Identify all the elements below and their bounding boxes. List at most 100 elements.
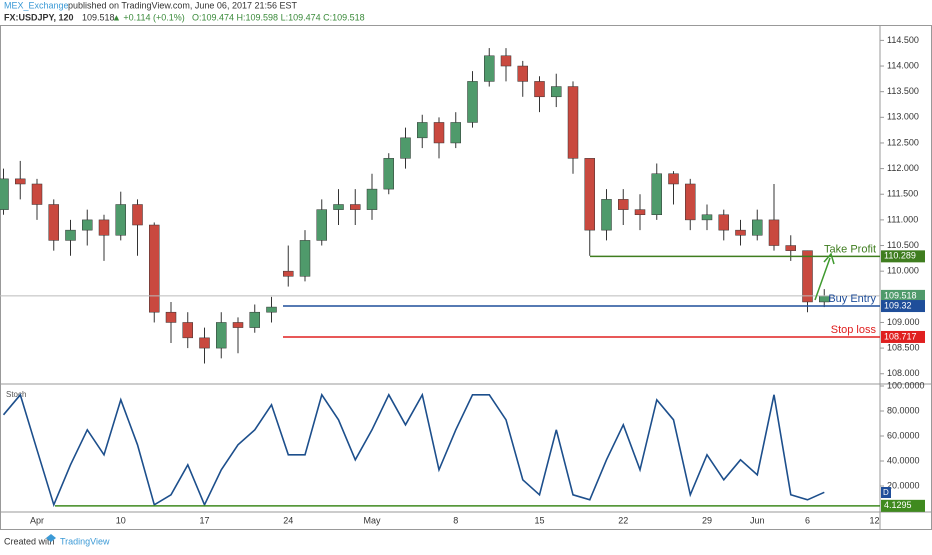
marker: D <box>883 488 889 497</box>
published: published on TradingView.com, June 06, 2… <box>68 0 297 10</box>
x-tick-label: May <box>363 515 381 525</box>
price-label: 109.32 <box>884 300 912 310</box>
price-label: 4.1295 <box>884 500 912 510</box>
candle-body <box>718 214 729 231</box>
y-tick-label: 112.000 <box>887 163 919 173</box>
candle-body <box>634 209 646 216</box>
y-tick-label: 60.0000 <box>887 430 920 440</box>
y-tick-label: 20.0000 <box>887 480 920 490</box>
candle-body <box>249 311 260 328</box>
y-tick-label: 113.000 <box>887 112 919 122</box>
candle-body <box>668 173 679 185</box>
candle-body <box>534 81 545 98</box>
candle-body <box>417 122 428 139</box>
footer-brand[interactable]: TradingView <box>60 536 110 546</box>
candle-body <box>400 137 411 159</box>
candle-body <box>115 204 126 236</box>
y-tick-label: 111.000 <box>887 214 918 224</box>
candle-body <box>366 188 378 210</box>
price-label-box <box>881 499 925 512</box>
logo <box>46 534 56 542</box>
arrow <box>814 257 831 301</box>
candle-body <box>333 204 344 210</box>
y-tick-label: 109.000 <box>887 317 920 327</box>
pane-title: Stoch <box>6 390 26 399</box>
y-tick-label: 112.500 <box>887 137 919 147</box>
x-tick-label: 12 <box>869 515 879 525</box>
x-tick-label: 24 <box>283 515 293 525</box>
candle-body <box>567 86 579 159</box>
candle-body <box>182 322 193 339</box>
candle-body <box>551 86 562 98</box>
x-tick-label: 22 <box>618 515 628 525</box>
x-tick-label: 8 <box>453 515 458 525</box>
candle-body <box>735 229 746 236</box>
candle-body <box>433 122 445 144</box>
candle-body <box>266 306 277 313</box>
price-label: 109.518 <box>884 290 917 300</box>
header-ohlc: O:109.474 H:109.598 L:109.474 C:109.518 <box>192 12 365 22</box>
price-label-box <box>881 250 925 263</box>
header-change: ▲ +0.114 (+0.1%) <box>112 12 185 22</box>
candle-body <box>618 199 629 210</box>
header-price: 109.518 <box>82 12 115 22</box>
candle-body <box>601 199 612 231</box>
level-name: Buy Entry <box>828 293 876 305</box>
x-tick-label: 29 <box>702 515 712 525</box>
y-tick-label: 40.0000 <box>887 455 920 465</box>
candle-body <box>0 178 9 210</box>
candle-body <box>216 322 227 349</box>
candle-body <box>500 55 512 67</box>
candle-body <box>350 204 361 210</box>
candle-body <box>98 219 110 236</box>
y-tick-label: 114.000 <box>887 60 919 70</box>
symbol: FX:USDJPY, 120 <box>4 12 74 22</box>
candle-body <box>165 311 177 323</box>
candle-body <box>132 204 143 226</box>
x-tick-label: Apr <box>30 515 44 525</box>
candle-body <box>651 173 662 216</box>
y-tick-label: 110.500 <box>887 240 919 250</box>
candle-body <box>467 81 478 123</box>
publisher[interactable]: MEX_Exchange <box>4 0 69 10</box>
candle-body <box>299 240 311 277</box>
price-label-box <box>881 289 925 302</box>
candle-body <box>768 219 780 246</box>
candle-body <box>48 204 59 241</box>
level-name: Stop loss <box>831 324 877 336</box>
level-name: Take Profit <box>824 243 876 255</box>
y-tick-label: 108.000 <box>887 368 920 378</box>
candle-body <box>802 250 813 303</box>
candle-body <box>65 229 76 241</box>
candle-body <box>752 219 763 236</box>
x-tick-label: 15 <box>534 515 544 525</box>
candle-body <box>31 183 43 205</box>
stoch-line <box>2 392 825 508</box>
x-tick-label: 17 <box>199 515 209 525</box>
candle-body <box>450 122 461 144</box>
footer-created: Created with <box>4 536 55 546</box>
arrow-head <box>823 252 835 265</box>
candle-body <box>383 158 394 190</box>
candle-body <box>199 337 210 349</box>
candle-body <box>232 322 244 328</box>
candle-body <box>517 65 528 82</box>
x-tick-label: 6 <box>805 515 810 525</box>
candle-body <box>283 270 294 277</box>
candle-body <box>785 245 796 251</box>
candle-body <box>149 224 160 313</box>
price-label: 110.289 <box>884 251 916 261</box>
candle-body <box>701 214 713 221</box>
y-tick-label: 108.500 <box>887 342 920 352</box>
candle-body <box>316 209 327 241</box>
y-tick-label: 100.0000 <box>887 380 925 390</box>
x-tick-label: Jun <box>750 515 765 525</box>
candle-body <box>82 219 93 231</box>
price-label: 108.717 <box>884 331 917 341</box>
candle-body <box>584 158 595 231</box>
y-tick-label: 111.500 <box>887 189 918 199</box>
candle-body <box>15 178 26 185</box>
y-tick-label: 110.000 <box>887 266 919 276</box>
